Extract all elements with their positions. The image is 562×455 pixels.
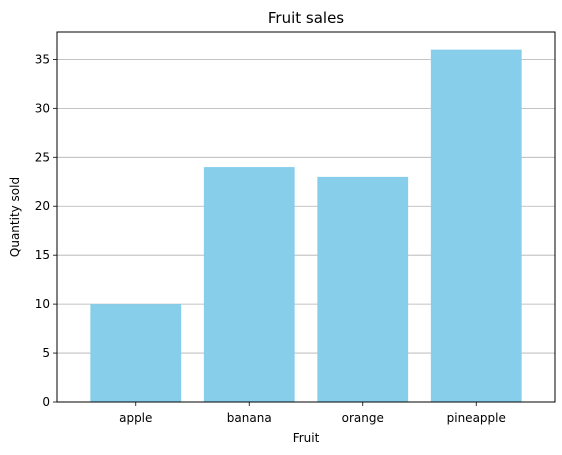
y-axis-ticks: 0 5 10 15 20 25 30 35 <box>35 52 57 409</box>
bar-apple <box>90 304 182 402</box>
y-tick-label: 25 <box>35 150 50 164</box>
x-axis-ticks: apple banana orange pineapple <box>119 402 506 425</box>
y-tick-label: 20 <box>35 199 50 213</box>
y-tick-label: 35 <box>35 52 50 66</box>
y-tick-label: 10 <box>35 297 50 311</box>
x-tick-label: apple <box>119 411 152 425</box>
bar-banana <box>203 167 295 402</box>
x-tick-label: banana <box>227 411 272 425</box>
bar-orange <box>317 176 409 402</box>
y-tick-label: 15 <box>35 248 50 262</box>
y-tick-label: 30 <box>35 101 50 115</box>
x-axis-label: Fruit <box>293 431 320 445</box>
y-tick-label: 0 <box>42 395 50 409</box>
bar-layer <box>90 49 522 402</box>
x-tick-label: pineapple <box>447 411 506 425</box>
plot-frame <box>56 31 556 403</box>
bar-pineapple <box>430 49 522 402</box>
y-tick-label: 5 <box>42 346 50 360</box>
y-axis-label: Quantity sold <box>8 177 22 257</box>
x-tick-label: orange <box>342 411 384 425</box>
chart-title: Fruit sales <box>268 9 344 27</box>
